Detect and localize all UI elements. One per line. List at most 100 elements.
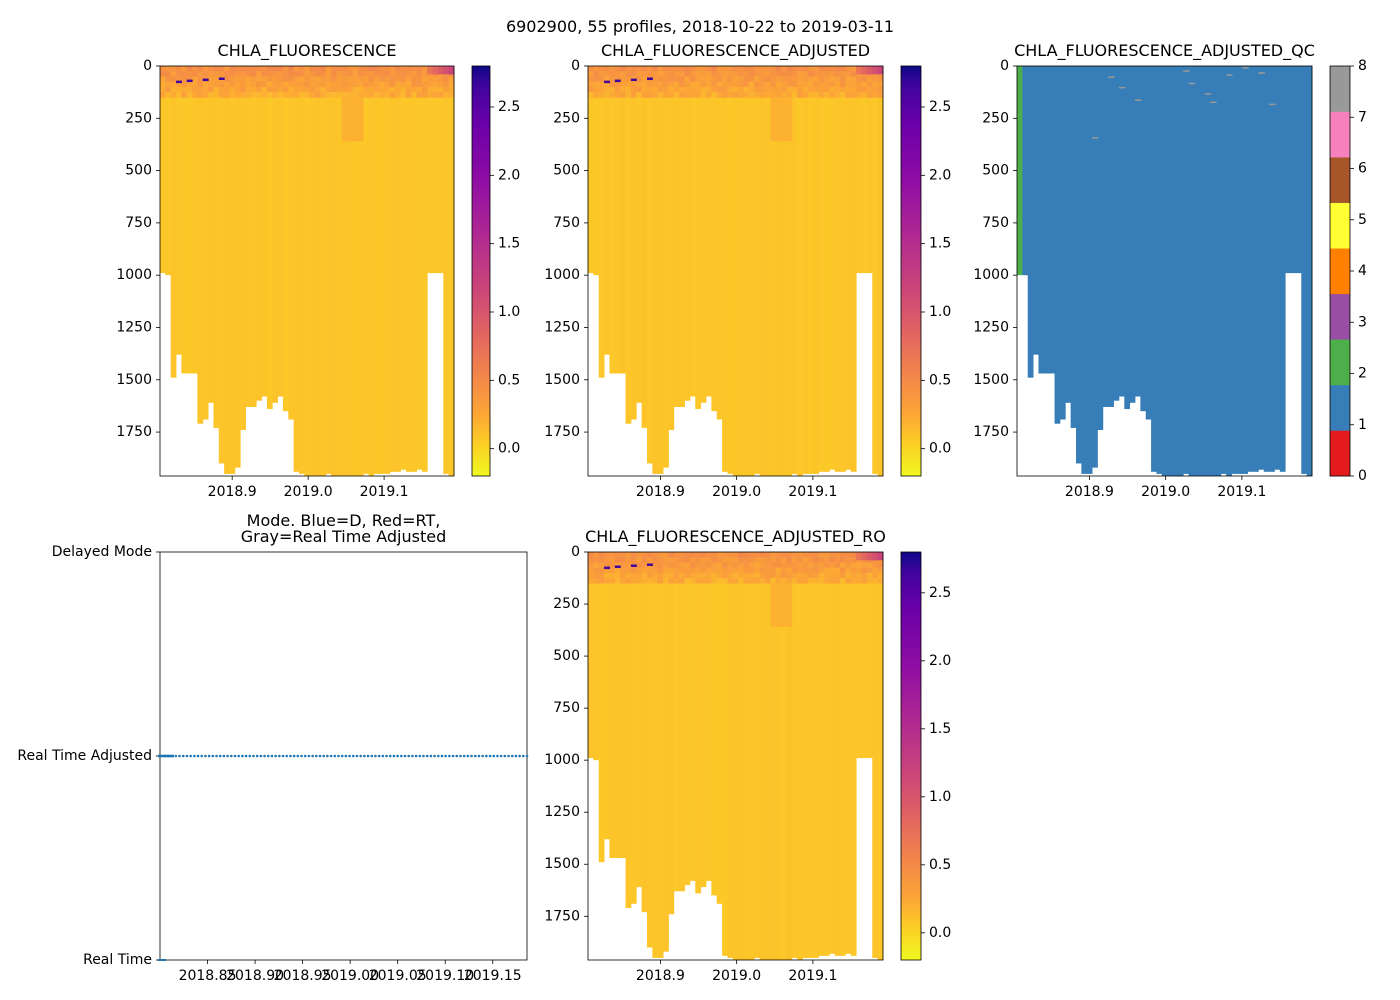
profile-cell (604, 92, 610, 98)
profile-cell (657, 572, 664, 579)
profile-cell (797, 86, 803, 93)
profile-cell (315, 76, 321, 82)
profile-cell (636, 578, 643, 584)
profile-cell (234, 86, 241, 93)
profile-cell (218, 81, 225, 88)
profile-cell (781, 71, 787, 77)
profile-cell (647, 86, 653, 93)
profile-cell (872, 97, 879, 474)
profile-cell (679, 76, 685, 82)
mode-point (307, 754, 311, 758)
profile-cell (797, 557, 803, 563)
profile-cell (818, 86, 825, 93)
profile-cell (781, 86, 787, 93)
profile-cell (384, 81, 391, 88)
profile-cell (668, 86, 675, 93)
chla-adjusted-frame (587, 65, 884, 477)
profile-cell (722, 552, 728, 558)
profile-cell (673, 572, 680, 579)
profile-cell (282, 81, 289, 88)
profile-cell (716, 81, 723, 88)
profile-cell (229, 81, 236, 88)
profile-cell (432, 97, 439, 274)
profile-cell (437, 81, 444, 88)
profile-cell (850, 71, 857, 77)
profile-cell (840, 552, 846, 558)
chla-adjusted-ro-title: CHLA_FLUORESCENCE_ADJUSTED_RO (585, 527, 886, 547)
chla-adjusted-qc-title: CHLA_FLUORESCENCE_ADJUSTED_QC (1014, 41, 1315, 61)
profile-cell (824, 567, 830, 574)
profile-cell (620, 66, 626, 72)
profile-cell (829, 97, 836, 470)
profile-cell (432, 81, 439, 88)
profile-cell (341, 97, 348, 476)
profile-cell (807, 81, 814, 88)
surface-maximum-cell (186, 79, 193, 83)
profile-cell (754, 583, 761, 958)
profile-cell (807, 578, 814, 584)
profile-cell (711, 76, 718, 82)
profile-cell (834, 567, 841, 574)
profile-cell (588, 583, 594, 759)
mode-point (503, 754, 507, 758)
mode-point (451, 754, 455, 758)
profile-cell (866, 86, 873, 93)
profile-cell (834, 552, 841, 558)
profile-cell (765, 81, 771, 88)
colorbar-tick-label: 1 (1358, 417, 1367, 433)
y-tick-label: 1250 (544, 804, 580, 820)
x-tick-label: 2019.1 (360, 484, 409, 500)
profile-cell (288, 86, 295, 93)
x-tick-label: 2018.85 (179, 968, 237, 984)
colorbar-tick-label: 1.5 (929, 236, 951, 252)
profile-cell (700, 97, 707, 403)
profile-cell (695, 76, 702, 82)
profile-cell (663, 76, 669, 82)
profile-cell (748, 92, 755, 98)
profile-cell (738, 562, 744, 568)
profile-cell (716, 552, 723, 558)
profile-cell (657, 552, 664, 558)
profile-cell (786, 557, 793, 563)
profile-cell (652, 66, 659, 72)
profile-cell (309, 97, 316, 476)
profile-cell (416, 76, 423, 82)
profile-cell (813, 578, 820, 584)
mode-point (292, 754, 296, 758)
profile-cell (331, 71, 337, 77)
profile-cell (588, 552, 594, 558)
profile-cell (272, 71, 278, 77)
colorbar-tick-label: 8 (1358, 58, 1367, 74)
mode-point (329, 754, 333, 758)
profile-cell (288, 66, 295, 72)
x-tick-label: 2019.15 (464, 968, 522, 984)
profile-cell (593, 557, 600, 563)
profile-cell (593, 86, 600, 93)
profile-cell (315, 81, 321, 88)
profile-cell (861, 567, 868, 574)
profile-cell (282, 97, 289, 412)
chla-adjusted-qc-panel: CHLA_FLUORESCENCE_ADJUSTED_QC02505007501… (973, 41, 1367, 500)
profile-cell (807, 557, 814, 563)
profile-cell (829, 552, 836, 558)
profile-cell (850, 86, 857, 93)
profile-cell (732, 562, 739, 568)
profile-cell (186, 66, 193, 72)
profile-cell (588, 86, 594, 93)
profile-cell (689, 557, 696, 563)
profile-cell (636, 92, 643, 98)
profile-cell (797, 552, 803, 558)
profile-cell (448, 76, 455, 82)
profile-cell (261, 86, 268, 93)
profile-cell (684, 567, 691, 574)
profile-cell (775, 552, 782, 558)
profile-cell (813, 583, 820, 958)
profile-cell (588, 66, 594, 72)
profile-cell (641, 567, 648, 574)
profile-cell (754, 71, 761, 77)
profile-cell (647, 578, 653, 584)
profile-cell (738, 578, 744, 584)
profile-cell (197, 86, 204, 93)
profile-cell (845, 71, 852, 77)
profile-cell (325, 76, 332, 82)
